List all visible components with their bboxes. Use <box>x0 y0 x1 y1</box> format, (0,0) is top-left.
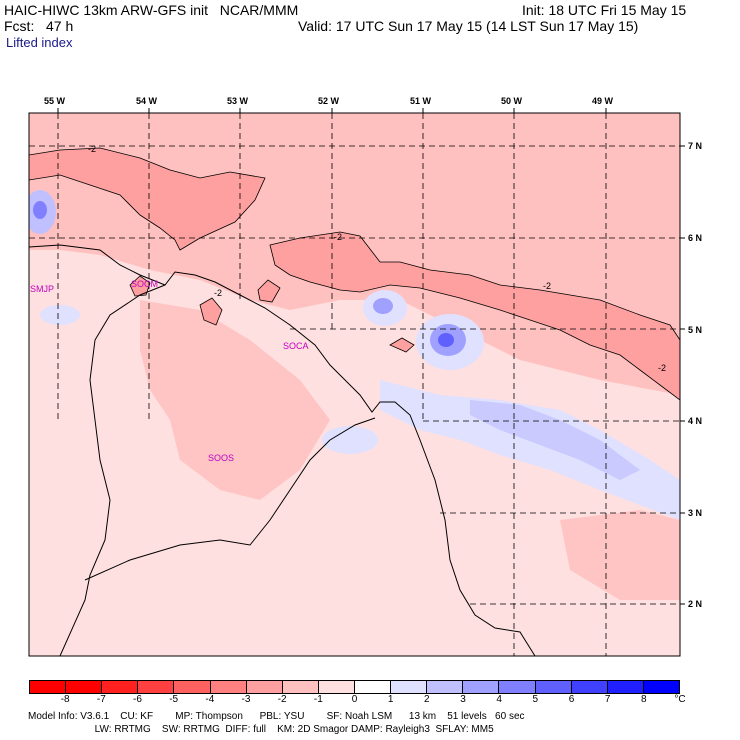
colorbar-tick-label: 1 <box>387 694 394 705</box>
colorbar-swatch <box>391 681 428 693</box>
colorbar-swatch <box>354 681 392 693</box>
blue-cell-west-core <box>33 201 47 219</box>
shade-small-cell-4 <box>389 337 415 353</box>
graticule <box>29 113 680 656</box>
model-info-line1: Model Info: V3.6.1 CU: KF MP: Thompson P… <box>28 711 525 722</box>
shade-southeast-patch <box>560 510 680 600</box>
colorbar-tick-label: 3 <box>460 694 466 705</box>
colorbar-swatch <box>30 681 67 693</box>
border-west <box>59 284 166 656</box>
colorbar-tick-label: -8 <box>60 694 70 705</box>
init-time: Init: 18 UTC Fri 15 May 15 <box>522 2 687 18</box>
colorbar-tick-label: 5 <box>532 694 539 705</box>
colorbar-swatch <box>174 681 211 693</box>
lat-label-6n: 6 N <box>688 233 703 243</box>
shade-minus2-band-east <box>269 231 680 401</box>
colorbar-tick-label: 6 <box>568 694 575 705</box>
colorbar-swatch <box>427 681 464 693</box>
model-title: HAIC-HIWC 13km ARW-GFS init NCAR/MMM <box>4 2 299 18</box>
model-info-line2: LW: RRTMG SW: RRTMG DIFF: full KM: 2D Sm… <box>28 724 494 735</box>
station-label-soos: SOOS <box>208 453 235 463</box>
colorbar-tick-label: 7 <box>604 694 611 705</box>
contour-label: -2 <box>334 232 342 242</box>
colorbar-swatch <box>643 681 679 693</box>
colorbar-swatch <box>282 681 319 693</box>
lon-label-54w: 54 W <box>136 96 158 106</box>
colorbar-swatch <box>571 681 608 693</box>
lat-label-3n: 3 N <box>688 508 703 518</box>
lat-label-7n: 7 N <box>688 141 703 151</box>
blue-band-east <box>380 380 680 520</box>
coastline <box>29 244 536 656</box>
colorbar-swatch <box>66 681 103 693</box>
colorbar-swatch <box>607 681 644 693</box>
contour-label: -2 <box>658 363 666 373</box>
lon-label-53w: 53 W <box>227 96 249 106</box>
station-label-smjp: SMJP <box>30 284 55 294</box>
colorbar-tick-label: -4 <box>205 694 215 705</box>
lat-label-4n: 4 N <box>688 416 703 426</box>
shade-land-patch <box>140 300 330 500</box>
colorbar-tick-label: -1 <box>313 694 323 705</box>
colorbar-tick-label: -5 <box>169 694 179 705</box>
valid-time: Valid: 17 UTC Sun 17 May 15 (14 LST Sun … <box>298 18 639 34</box>
colorbar-tick-label: 2 <box>424 694 430 705</box>
frame-ticks <box>57 108 685 605</box>
colorbar-swatch <box>102 681 139 693</box>
map-frame <box>28 112 681 657</box>
lon-label-49w: 49 W <box>592 96 614 106</box>
shade-small-cell-2 <box>199 297 223 326</box>
station-label-soca: SOCA <box>283 341 309 351</box>
lon-label-51w: 51 W <box>410 96 432 106</box>
colorbar-swatch <box>499 681 536 693</box>
colorbar-tick-label: 8 <box>641 694 647 705</box>
colorbar-swatch <box>246 681 283 693</box>
colorbar-swatch <box>318 681 355 693</box>
border-south <box>84 417 376 581</box>
contour-label: -2 <box>214 288 222 298</box>
colorbar-tick-label: 4 <box>496 694 502 705</box>
colorbar-tick-label: -2 <box>277 694 287 705</box>
colorbar-labels: -8 -7 -6 -5 -4 -3 -2 -1 0 1 2 3 4 5 6 7 8 <box>0 694 740 708</box>
lat-label-2n: 2 N <box>688 599 703 609</box>
colorbar-swatch <box>138 681 175 693</box>
contour-label: -2 <box>88 144 96 154</box>
colorbar <box>29 680 680 694</box>
colorbar-tick-label: -6 <box>133 694 142 705</box>
colorbar-tick-label: -3 <box>241 694 251 705</box>
field-name: Lifted index <box>6 35 73 50</box>
colorbar-tick-label: -7 <box>96 694 106 705</box>
colorbar-unit: °C <box>674 694 686 705</box>
lat-label-5n: 5 N <box>688 325 703 335</box>
shade-minus2-band <box>29 147 266 251</box>
shade-small-cell <box>129 275 151 297</box>
lon-label-55w: 55 W <box>44 96 66 106</box>
colorbar-swatch <box>210 681 247 693</box>
colorbar-swatch <box>535 681 572 693</box>
station-label-socm: SOCM <box>131 279 158 289</box>
colorbar-swatch <box>463 681 500 693</box>
blue-band-east-core <box>470 400 640 480</box>
blue-cell-mid-core <box>373 298 393 314</box>
lon-label-52w: 52 W <box>318 96 340 106</box>
blue-cell-main-core <box>438 333 454 347</box>
contour-label: -2 <box>543 281 551 291</box>
blue-patch-west <box>40 305 80 325</box>
colorbar-tick-label: 0 <box>351 694 358 705</box>
shade-small-cell-3 <box>257 279 281 303</box>
forecast-hour: Fcst: 47 h <box>4 18 74 34</box>
lon-label-50w: 50 W <box>501 96 523 106</box>
blue-patch-south <box>322 426 378 454</box>
